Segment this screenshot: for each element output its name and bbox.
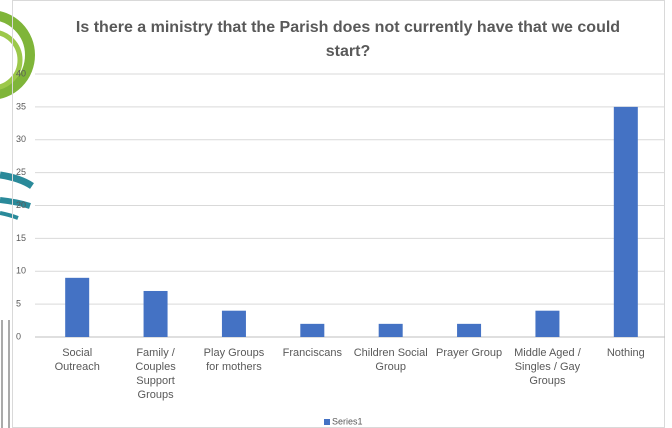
- y-tick-label: 25: [16, 167, 26, 177]
- y-tick-label: 40: [16, 68, 26, 78]
- y-tick-label: 10: [16, 266, 26, 276]
- bar: [613, 106, 638, 337]
- y-tick-label: 15: [16, 233, 26, 243]
- bar: [535, 310, 560, 337]
- bar: [300, 323, 325, 337]
- legend-swatch: [324, 419, 330, 425]
- chart-title: Is there a ministry that the Parish does…: [75, 19, 621, 60]
- bar: [143, 290, 168, 337]
- x-tick-label: Nothing: [606, 347, 645, 359]
- y-tick-label: 0: [16, 331, 21, 341]
- x-tick-label: Play Groups for mothers: [203, 347, 265, 373]
- bar: [221, 310, 246, 337]
- x-tick-label: Middle Aged / Singles / Gay Groups: [514, 347, 581, 387]
- x-tick-label: Family / Couples Support Groups: [135, 347, 176, 401]
- x-tick-label: Prayer Group: [436, 347, 503, 359]
- y-tick-label: 20: [16, 200, 26, 210]
- y-tick-label: 35: [16, 101, 26, 111]
- y-tick-label: 5: [16, 299, 21, 309]
- x-tick-label: Children Social Group: [353, 347, 428, 373]
- legend-label: Series1: [332, 416, 363, 426]
- x-tick-label: Social Outreach: [54, 347, 100, 373]
- bar: [378, 323, 403, 337]
- bar: [65, 277, 90, 337]
- x-tick-label: Franciscans: [282, 347, 342, 359]
- bar: [457, 323, 482, 337]
- y-tick-label: 30: [16, 134, 26, 144]
